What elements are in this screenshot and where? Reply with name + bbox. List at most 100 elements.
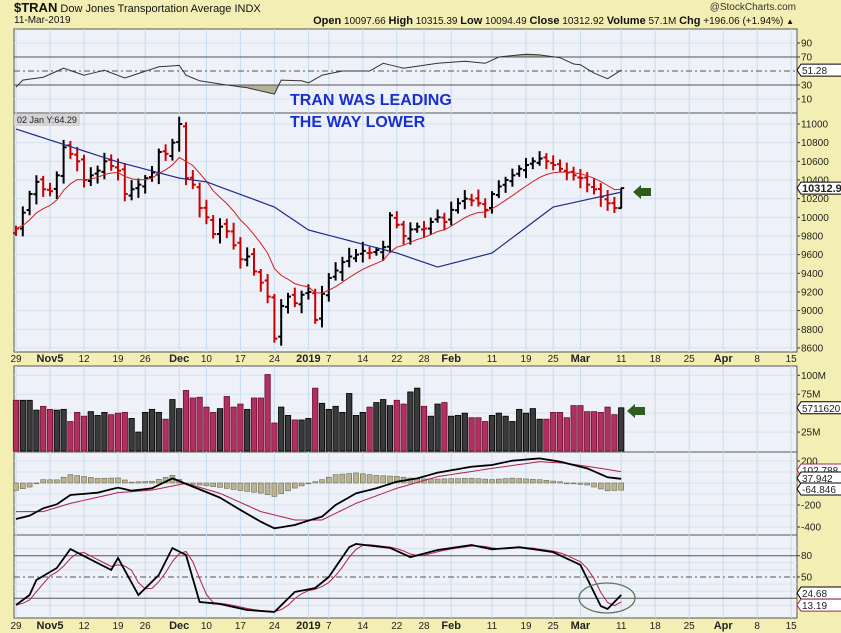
volume-bar	[67, 421, 74, 452]
price-bar	[536, 151, 543, 166]
macd-histogram-bar	[135, 481, 142, 484]
x-tick-label: 10	[201, 354, 213, 365]
x-tick-label: 19	[520, 354, 532, 365]
annotation-line-2: THE WAY LOWER	[290, 114, 426, 131]
macd-histogram-bar	[557, 481, 563, 484]
volume-bar	[604, 406, 611, 452]
volume-bar	[448, 415, 455, 452]
volume-bar	[203, 406, 210, 452]
x-tick-label: 25	[684, 354, 696, 365]
macd-histogram-bar	[570, 482, 577, 485]
volume-bar	[332, 405, 339, 452]
price-bar	[278, 299, 285, 346]
watermark: @StockCharts.com	[709, 2, 796, 13]
y-tick-label: 11000	[801, 120, 829, 131]
price-bar	[74, 146, 81, 172]
volume-bar	[475, 417, 482, 452]
macd-histogram-bar	[285, 482, 291, 492]
price-bar	[577, 168, 584, 189]
y-tick-label: 10200	[801, 194, 829, 205]
volume-bar	[142, 411, 149, 452]
volume-bar	[189, 397, 196, 452]
volume-bar	[543, 418, 550, 452]
price-bar	[611, 196, 618, 214]
macd-histogram-bar	[108, 477, 114, 484]
macd-histogram-bar	[448, 478, 455, 484]
x-tick-label: 19	[520, 621, 532, 632]
price-bar	[142, 175, 149, 194]
macd-histogram-bar	[550, 480, 557, 484]
low-value: 10094.49	[485, 16, 527, 27]
chart-title-bar: $TRAN Dow Jones Transportation Average I…	[14, 0, 804, 15]
x-tick-label: Apr	[714, 353, 734, 365]
macd-histogram-bar	[196, 482, 203, 486]
volume-bar	[53, 409, 60, 452]
volume-bar	[196, 396, 203, 452]
price-bar	[475, 189, 482, 207]
macd-histogram-bar	[366, 474, 373, 484]
volume-bar	[577, 405, 584, 452]
volume-bar	[611, 414, 618, 452]
x-tick-label: 7	[326, 621, 332, 632]
macd-histogram-bar	[543, 480, 550, 484]
y-tick-label: 9400	[801, 269, 824, 280]
price-bar	[427, 217, 434, 235]
x-tick-label: Mar	[571, 620, 591, 632]
price-bar	[257, 268, 264, 292]
price-bar	[33, 175, 40, 205]
volume-bar	[516, 408, 523, 452]
price-bar	[203, 199, 210, 225]
price-bar	[393, 211, 400, 229]
y-tick-label: 90	[801, 39, 813, 50]
volume-bar	[257, 397, 264, 452]
macd-histogram-bar	[536, 479, 543, 484]
volume-bar	[40, 405, 47, 452]
price-bar	[332, 262, 339, 281]
price-bar	[135, 178, 142, 198]
x-tick-label: 29	[10, 621, 22, 632]
macd-histogram-bar	[47, 479, 53, 484]
volume-bar	[244, 408, 251, 452]
y-tick-label: 50	[801, 573, 813, 584]
volume-bar	[80, 415, 88, 452]
x-tick-label: Nov5	[37, 620, 64, 632]
macd-histogram-bar	[373, 475, 380, 484]
volume-bar	[461, 412, 468, 452]
x-tick-label: 22	[391, 621, 403, 632]
x-tick-label: 8	[754, 621, 760, 632]
open-value: 10097.66	[344, 16, 386, 27]
stoch-k-line	[15, 543, 622, 613]
price-bar	[40, 175, 47, 197]
macd-histogram-bar	[495, 478, 502, 484]
price-bar	[298, 290, 305, 314]
macd-histogram-bar	[53, 479, 60, 484]
price-bar	[26, 190, 33, 216]
rsi-value: 51.28	[802, 66, 827, 77]
volume-bar	[250, 397, 258, 452]
price-bar	[502, 176, 509, 193]
price-bar	[387, 212, 393, 253]
price-bar	[523, 158, 529, 179]
y-tick-label: 9000	[801, 306, 824, 317]
volume-value: 5711620	[802, 404, 841, 415]
macd-histogram-bar	[339, 473, 346, 484]
volume-bar	[386, 405, 394, 452]
x-tick-label: 7	[326, 354, 332, 365]
macd-histogram-bar	[251, 482, 257, 493]
price-bar	[400, 220, 407, 245]
macd-histogram-bar	[468, 477, 475, 484]
macd-histogram-bar	[149, 480, 155, 484]
volume-bar	[339, 411, 346, 452]
price-bar	[421, 221, 427, 238]
price-bar	[550, 155, 557, 171]
y-tick-label: 200	[801, 457, 818, 468]
price-bar	[128, 180, 135, 201]
macd-histogram-bar	[353, 472, 359, 484]
macd-histogram-bar	[427, 478, 434, 484]
price-bar	[237, 237, 244, 269]
macd-histogram-bar	[604, 482, 611, 492]
volume-bar	[169, 399, 176, 452]
volume-bar	[454, 415, 462, 452]
x-tick-label: Mar	[571, 353, 591, 365]
x-tick-label: 10	[201, 621, 213, 632]
